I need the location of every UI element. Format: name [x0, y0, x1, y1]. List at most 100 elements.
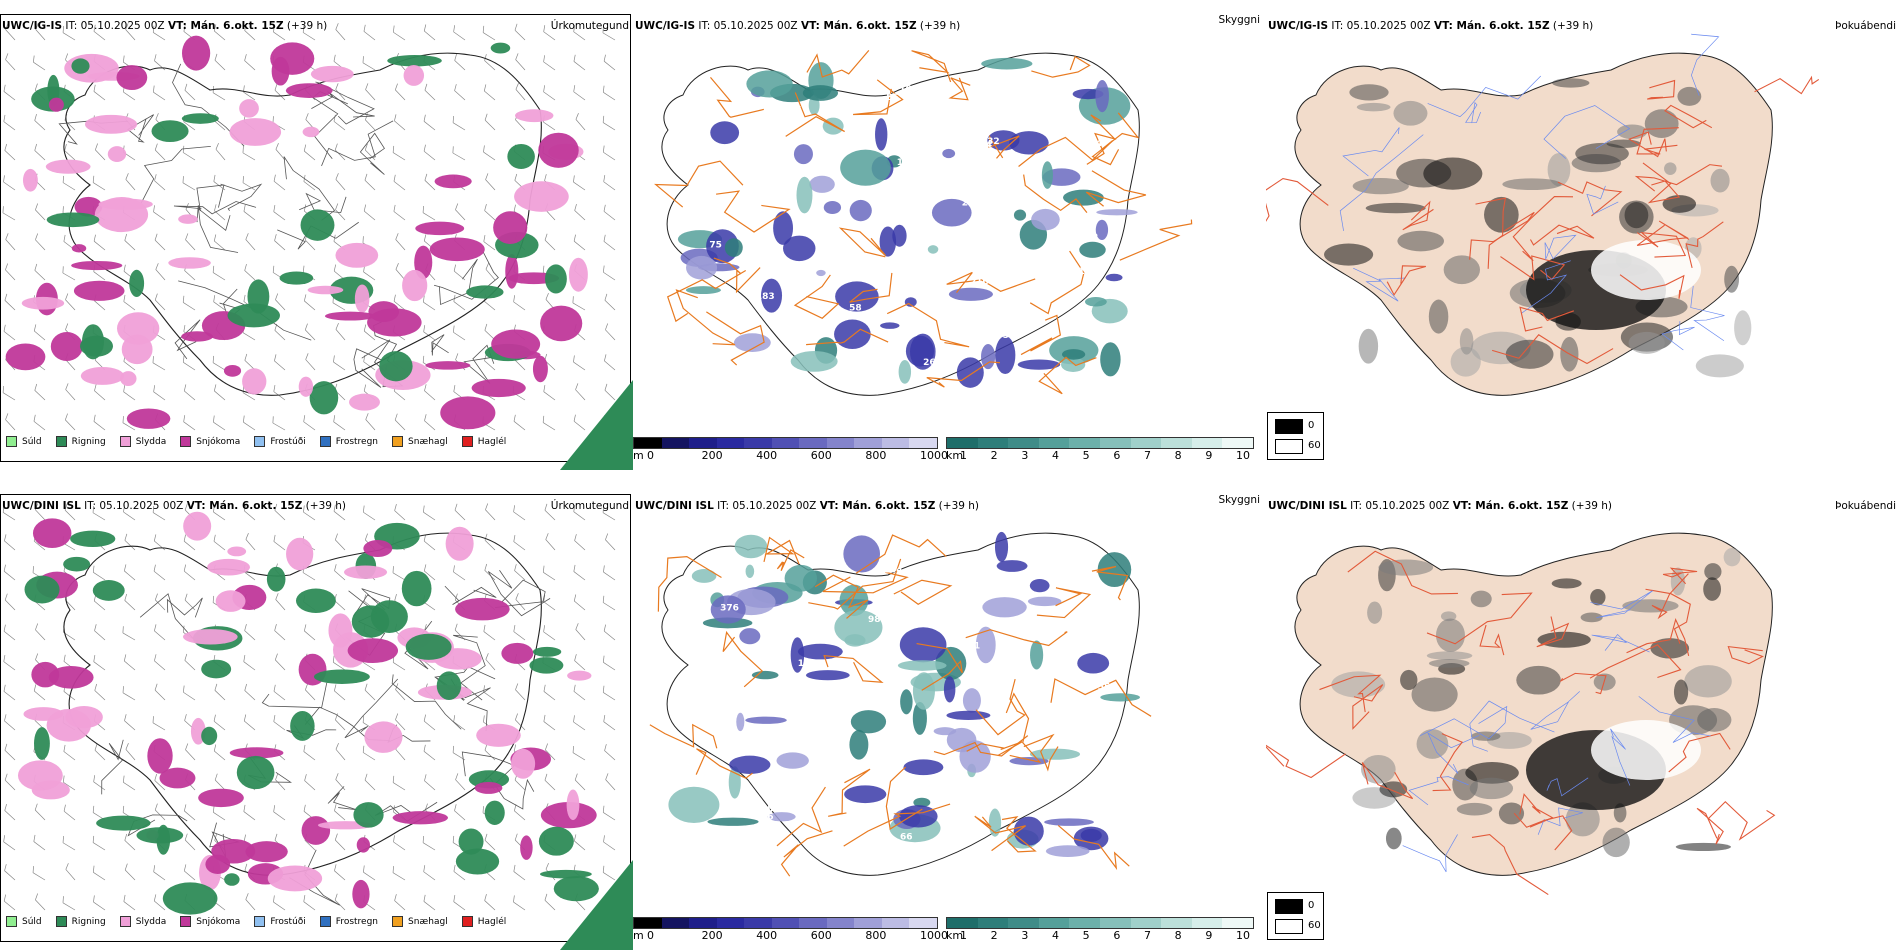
road-network	[1266, 33, 1820, 365]
colorbar-tick: 7	[1144, 449, 1151, 462]
cloudbase-value: 97	[789, 106, 802, 116]
panel-header: UWC/IG-IS IT: 05.10.2025 00Z VT: Mán. 6.…	[2, 20, 328, 32]
precip-areas	[5, 35, 633, 470]
colorbar-segment	[1038, 918, 1070, 928]
panel-header: UWC/DINI ISL IT: 05.10.2025 00Z VT: Mán.…	[635, 500, 980, 512]
cloudbase-value: 57	[1017, 372, 1030, 382]
cloudbase-value: 134	[884, 565, 903, 575]
colorbar-tick: 8	[1174, 929, 1182, 942]
colorbar-tick: 10	[1236, 929, 1250, 942]
colorbar-segment	[1099, 438, 1131, 448]
colorbar-tick: 9	[1205, 449, 1213, 462]
cloudbase-value: 85	[831, 555, 844, 565]
cloudbase-value: 241	[962, 198, 981, 208]
map-frame	[0, 494, 631, 942]
forecast-row-igis: UWC/IG-IS IT: 05.10.2025 00Z VT: Mán. 6.…	[0, 0, 1900, 470]
legend-swatch	[55, 436, 67, 447]
map-frame	[0, 14, 631, 462]
legend-swatch	[319, 436, 331, 447]
forecast-row-dini: UWC/DINI ISL IT: 05.10.2025 00Z VT: Mán.…	[0, 480, 1900, 950]
cloudbase-labels: 179 55 93 1 18 122 175 75 34 134 376 146 66 44 85 98 76 2	[720, 555, 1110, 862]
legend-item: Frostúði	[254, 916, 306, 927]
legend-item: Frostregn	[319, 916, 379, 927]
road-network	[1266, 550, 1776, 896]
legend-label: Frostregn	[335, 436, 379, 447]
cloudbase-colorbar	[633, 917, 938, 929]
colorbar-tick: 5	[1082, 449, 1090, 462]
colorbar-unit: km	[946, 449, 964, 462]
cloudbase-value: 62	[1086, 233, 1099, 243]
cloudbase-value: 1	[974, 642, 980, 652]
legend-swatch	[254, 436, 266, 447]
road-network	[101, 569, 551, 906]
cloudbase-value: 151	[1079, 267, 1098, 277]
legend-label: Súld	[22, 436, 42, 447]
legend-swatch	[392, 436, 404, 447]
visibility-panel: 179 55 93 1 18 122 175 75 34 134 376 146 66 44 85 98 76 2…	[633, 480, 1266, 950]
legend-item: Slydda	[119, 916, 166, 927]
cloudbase-value: 58	[849, 304, 862, 314]
colorbar-segment	[1161, 438, 1192, 448]
road-network	[649, 534, 1152, 877]
colorbar-segment	[689, 438, 717, 448]
legend-item: Snæhagl	[392, 436, 448, 447]
legend-label: Frostregn	[335, 916, 379, 927]
panel-title: Þokuábendi	[1835, 20, 1896, 32]
legend-swatch	[6, 916, 17, 927]
colorbar-tick: 200	[701, 449, 723, 462]
panel-title: Úrkomutegund	[550, 20, 629, 32]
panel-title: Úrkomutegund	[550, 500, 629, 512]
legend-item: Frostregn	[319, 436, 379, 447]
precip-legend: Súld Rigning Slydda Snjókoma Frostúði Frostre…	[6, 916, 506, 927]
colorbar-segment	[1008, 918, 1039, 928]
colorbar-segment	[744, 438, 772, 448]
legend-label: Rigning	[71, 916, 106, 927]
colorbar-segment	[854, 438, 882, 448]
colorbar-tick: 600	[810, 449, 832, 462]
colorbar-segment	[634, 438, 662, 448]
legend-swatch	[461, 916, 473, 927]
legend-label: Slydda	[135, 436, 167, 447]
colorbar-segment	[634, 918, 662, 928]
legend-item: Snjókoma	[180, 916, 240, 927]
cloudbase-value: 55	[1098, 682, 1111, 692]
cloudbase-value: 104	[973, 141, 992, 151]
legend-swatch	[55, 916, 67, 927]
colorbar-tick: 5	[1082, 929, 1090, 942]
legend-label: Snæhagl	[408, 916, 448, 927]
colorbar-unit: km	[946, 929, 964, 942]
precip-type-panel: UWC/DINI ISL IT: 05.10.2025 00Z VT: Mán.…	[0, 480, 633, 950]
legend-item: Haglél	[461, 436, 506, 447]
colorbar-tick: 3	[1021, 449, 1029, 462]
colorbar-segment	[771, 438, 800, 448]
fog-areas	[1324, 78, 1752, 378]
colorbar-tick: 0	[647, 449, 654, 462]
legend-swatch	[119, 436, 131, 447]
cloudbase-value: 32	[987, 137, 1000, 147]
legend-item: Súld	[6, 436, 42, 447]
fog-map	[1266, 33, 1820, 396]
cloudbase-value: 75	[709, 241, 722, 251]
colorbar-tick: 6	[1113, 449, 1121, 462]
colorbar-tick: 6	[1113, 929, 1121, 942]
colorbar-tick: 1000	[920, 449, 948, 462]
visibility-map: 62 56 31 57 32 34 151 111 114 56 210 97 269 183 103 104…	[654, 49, 1193, 396]
colorbar-tick: 800	[865, 929, 887, 942]
panel-header: UWC/IG-IS IT: 05.10.2025 00Z VT: Mán. 6.…	[1268, 20, 1594, 32]
visibility-areas	[668, 531, 1141, 857]
colorbar-segment	[909, 918, 938, 928]
colorbar-segment	[1069, 438, 1100, 448]
colorbar-segment	[1161, 918, 1192, 928]
colorbar-tick: 9	[1205, 929, 1213, 942]
colorbar-tick: 4	[1052, 449, 1059, 462]
precip-areas	[17, 511, 633, 950]
precip-map	[2, 503, 633, 950]
precip-type-panel: UWC/IG-IS IT: 05.10.2025 00Z VT: Mán. 6.…	[0, 0, 633, 470]
cloudbase-value: 75	[761, 805, 774, 815]
panel-title: Þokuábendi	[1835, 500, 1896, 512]
colorbar-segment	[854, 918, 882, 928]
legend-item: Súld	[6, 916, 42, 927]
colorbar-segment	[799, 438, 827, 448]
colorbar-segment	[744, 918, 772, 928]
colorbar-tick: 200	[701, 929, 723, 942]
